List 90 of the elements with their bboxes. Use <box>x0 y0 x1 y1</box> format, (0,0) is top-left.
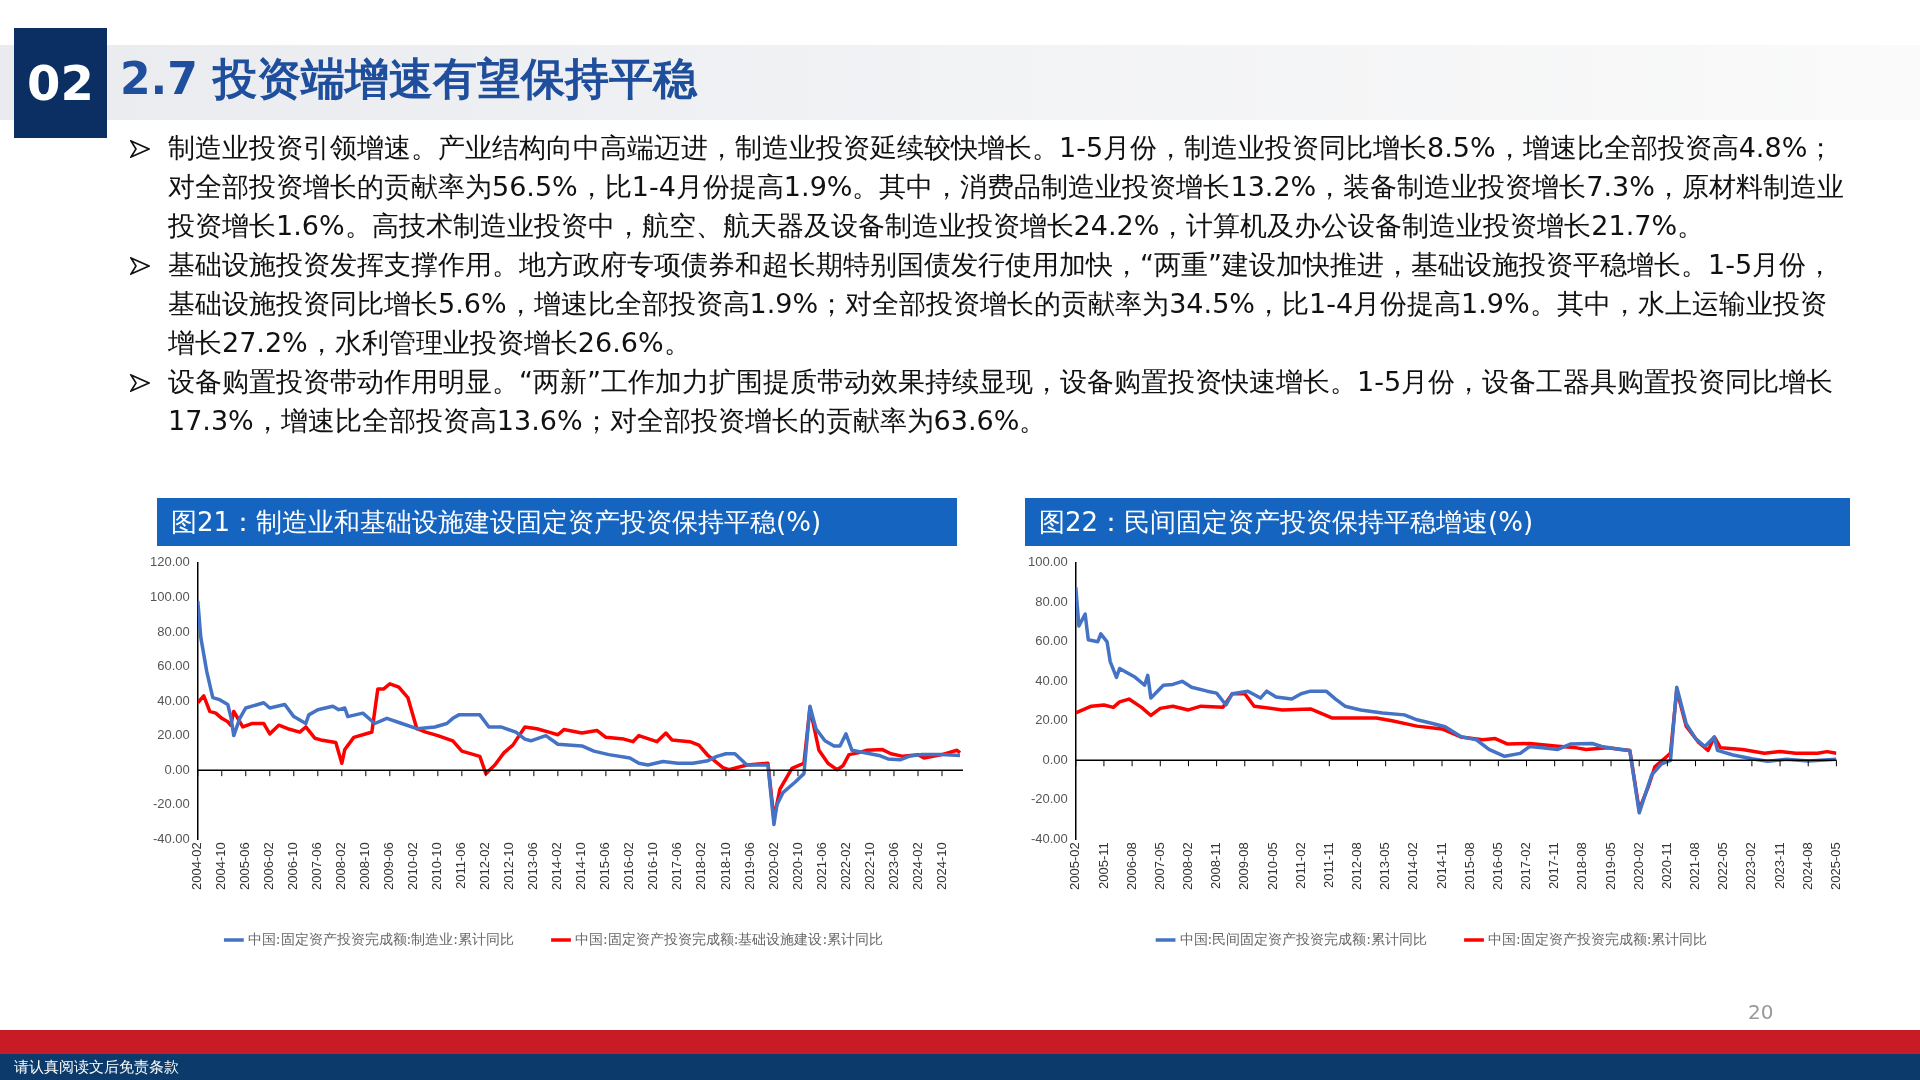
x-tick-label: 2020-02 <box>765 842 781 891</box>
x-tick-label: 2008-02 <box>333 842 349 891</box>
text: 2.7 投资端增速有望保持平稳 <box>120 52 698 106</box>
legend-label: 中国:固定资产投资完成额:制造业:累计同比 <box>247 930 515 947</box>
x-tick-label: 2022-02 <box>837 842 853 891</box>
y-tick-label: 0.00 <box>164 761 190 777</box>
text: 基础设施投资发挥支撑作用。地方政府专项债券和超长期特别国债发行使用加快，“两重”建设加快推进，基础设施投资平稳增长。1-5月份，基础设施投资同比增长5.6%，增速比全部投资高1.9%；对全部投资增长的贡献率为34.5%，比1-4月份提高1.9%。其中，水上运输业投资增长27.2%，水利管理业投资增长26.6%。 <box>167 248 1835 360</box>
x-tick-label: 2022-10 <box>861 842 877 891</box>
x-tick-label: 2006-02 <box>261 842 277 891</box>
x-tick-label: 2005-02 <box>1067 842 1083 891</box>
y-tick-label: 60.00 <box>1035 633 1068 649</box>
y-tick-label: 120.00 <box>150 554 190 570</box>
x-tick-label: 2018-08 <box>1574 842 1590 891</box>
x-tick-label: 2024-02 <box>909 842 925 891</box>
x-tick-label: 2022-05 <box>1715 842 1731 891</box>
legend-label: 中国:民间固定资产投资完成额:累计同比 <box>1179 930 1427 947</box>
legend-label: 中国:固定资产投资完成额:累计同比 <box>1488 930 1708 947</box>
x-tick-label: 2023-11 <box>1771 842 1787 890</box>
x-tick-label: 2021-08 <box>1687 842 1703 891</box>
y-tick-label: -40.00 <box>1030 830 1068 846</box>
legend-label: 中国:固定资产投资完成额:基础设施建设:累计同比 <box>575 930 884 947</box>
y-tick-label: 60.00 <box>157 658 190 674</box>
y-tick-label: 80.00 <box>157 623 190 639</box>
x-tick-label: 2018-02 <box>693 842 709 891</box>
text: 请认真阅读文后免责条款 <box>0 1054 1920 1080</box>
x-tick-label: 2023-02 <box>1743 842 1759 891</box>
x-tick-label: 2010-10 <box>429 842 445 891</box>
chart-title: 图22：民间固定资产投资保持平稳增速(%) <box>1025 498 1850 546</box>
x-tick-label: 2008-10 <box>357 842 373 891</box>
chart-title: 图21：制造业和基础设施建设固定资产投资保持平稳(%) <box>157 498 957 546</box>
x-tick-label: 2008-02 <box>1180 842 1196 891</box>
x-tick-label: 2014-11 <box>1433 842 1449 890</box>
x-tick-label: 2004-02 <box>189 842 205 891</box>
x-tick-label: 2009-06 <box>381 842 397 891</box>
x-tick-label: 2016-10 <box>645 842 661 891</box>
y-tick-label: 0.00 <box>1042 751 1068 767</box>
x-tick-label: 2021-06 <box>813 842 829 891</box>
x-tick-label: 2005-11 <box>1095 842 1111 890</box>
x-tick-label: 2013-06 <box>525 842 541 891</box>
x-tick-label: 2018-10 <box>717 842 733 891</box>
x-tick-label: 2007-05 <box>1151 842 1167 891</box>
x-tick-label: 2007-06 <box>309 842 325 891</box>
text: 制造业投资引领增速。产业结构向中高端迈进，制造业投资延续较快增长。1-5月份，制造业投资同比增长8.5%，增速比全部投资高4.8%；对全部投资增长的贡献率为56.5%，比1-4月份提高1.9%。其中，消费品制造业投资增长13.2%，装备制造业投资增长7.3%，原材料制造业投资增长1.6%。高技术制造业投资中，航空、航天器及设备制造业投资增长24.2%，计算机及办公设备制造业投资增长21.7%。 <box>167 131 1845 243</box>
y-tick-label: 100.00 <box>1028 554 1068 570</box>
x-tick-label: 2011-11 <box>1320 842 1336 889</box>
x-tick-label: 2020-11 <box>1658 842 1674 890</box>
x-tick-label: 2016-02 <box>621 842 637 891</box>
y-tick-label: 100.00 <box>150 588 190 604</box>
y-tick-label: -20.00 <box>1030 791 1068 807</box>
x-tick-label: 2010-02 <box>405 842 421 891</box>
x-tick-label: 2024-08 <box>1799 842 1815 891</box>
x-tick-label: 2006-08 <box>1123 842 1139 891</box>
y-tick-label: -20.00 <box>152 796 190 812</box>
x-tick-label: 2017-02 <box>1518 842 1534 891</box>
x-tick-label: 2019-05 <box>1602 842 1618 891</box>
text: 02 <box>14 28 107 138</box>
x-tick-label: 2012-10 <box>501 842 517 891</box>
x-tick-label: 2010-05 <box>1264 842 1280 891</box>
x-tick-label: 2020-02 <box>1630 842 1646 891</box>
x-tick-label: 2011-02 <box>1292 842 1308 890</box>
x-tick-label: 2024-10 <box>933 842 949 891</box>
x-tick-label: 2011-06 <box>453 842 469 890</box>
x-tick-label: 2020-10 <box>789 842 805 891</box>
x-tick-label: 2013-05 <box>1377 842 1393 891</box>
x-tick-label: 2017-11 <box>1546 842 1562 890</box>
x-tick-label: 2025-05 <box>1827 842 1843 891</box>
text: 20 <box>1748 1000 1774 1024</box>
x-tick-label: 2014-10 <box>573 842 589 891</box>
y-tick-label: 40.00 <box>1035 672 1068 688</box>
y-tick-label: -40.00 <box>152 830 190 846</box>
x-tick-label: 2023-06 <box>885 842 901 891</box>
x-tick-label: 2017-06 <box>669 842 685 891</box>
x-tick-label: 2014-02 <box>1405 842 1421 891</box>
x-tick-label: 2015-06 <box>597 842 613 891</box>
y-tick-label: 20.00 <box>157 727 190 743</box>
x-tick-label: 2012-08 <box>1349 842 1365 891</box>
x-tick-label: 2016-05 <box>1489 842 1505 891</box>
x-tick-label: 2005-06 <box>237 842 253 891</box>
x-tick-label: 2004-10 <box>213 842 229 891</box>
x-tick-label: 2015-08 <box>1461 842 1477 891</box>
x-tick-label: 2014-02 <box>549 842 565 891</box>
text: 设备购置投资带动作用明显。“两新”工作加力扩围提质带动效果持续显现，设备购置投资快速增长。1-5月份，设备工器具购置投资同比增长17.3%，增速比全部投资高13.6%；对全部投资增长的贡献率为63.6%。 <box>167 365 1835 438</box>
y-tick-label: 40.00 <box>157 692 190 708</box>
x-tick-label: 2012-02 <box>477 842 493 891</box>
x-tick-label: 2009-08 <box>1236 842 1252 891</box>
x-tick-label: 2008-11 <box>1208 842 1224 890</box>
y-tick-label: 20.00 <box>1035 712 1068 728</box>
y-tick-label: 80.00 <box>1035 593 1068 609</box>
x-tick-label: 2019-06 <box>741 842 757 891</box>
x-tick-label: 2006-10 <box>285 842 301 891</box>
